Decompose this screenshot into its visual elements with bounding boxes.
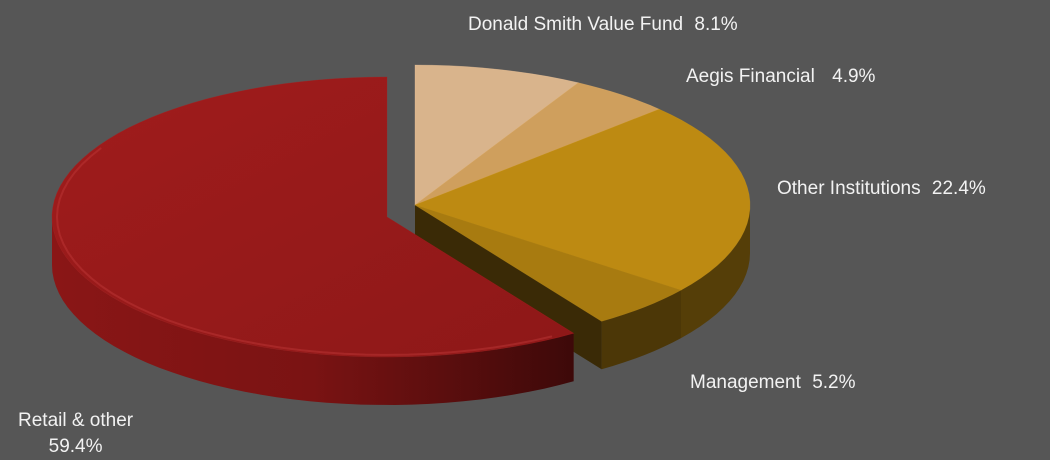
slice-label-name: Aegis Financial <box>686 66 815 87</box>
slice-label-name: Donald Smith Value Fund <box>468 14 684 35</box>
slice-management <box>414 204 682 322</box>
slice-label-other-institutions: Other Institutions 22.4% <box>777 176 986 202</box>
slice-other-institutions <box>414 108 751 291</box>
slice-side-other-institutions <box>681 205 750 339</box>
slice-side-management <box>601 290 681 370</box>
slice-rim-highlight-retail <box>55 147 553 356</box>
slice-label-management: Management 5.2% <box>690 370 856 396</box>
slice-label-value: 22.4% <box>931 178 986 199</box>
pie-group <box>51 64 751 405</box>
slice-label-aegis: Aegis Financial 4.9% <box>686 64 875 90</box>
slice-label-value: 59.4% <box>48 436 103 457</box>
slice-label-name: Management <box>690 372 801 393</box>
slice-label-name: Other Institutions <box>777 178 921 199</box>
slice-label-value: 5.2% <box>812 372 856 393</box>
slice-label-value: 8.1% <box>694 14 738 35</box>
slice-label-donald-smith: Donald Smith Value Fund 8.1% <box>468 12 738 38</box>
slice-label-value: 4.9% <box>832 66 876 87</box>
slice-label-name: Retail & other <box>18 410 134 431</box>
slice-side-retail <box>52 217 574 405</box>
slice-aegis <box>414 82 660 206</box>
slice-retail <box>51 76 575 358</box>
slice-label-retail: Retail & other 59.4% <box>18 408 133 460</box>
slice-donald-smith <box>414 64 579 206</box>
